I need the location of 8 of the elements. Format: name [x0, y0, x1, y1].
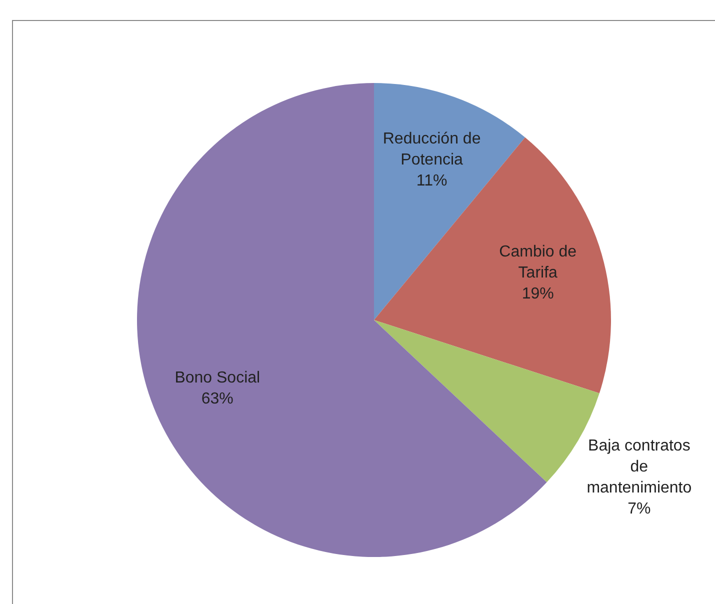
slice-label: Baja contratos de mantenimiento	[586, 436, 692, 496]
slice-label: Bono Social	[174, 368, 260, 386]
data-label: 63%	[201, 390, 234, 407]
slice-label: Cambio de Tarifa	[499, 242, 577, 281]
slice-label: Reducción de Potencia	[382, 130, 481, 168]
data-label: 19%	[522, 284, 554, 302]
data-label: 7%	[628, 500, 651, 517]
data-label: 11%	[416, 172, 448, 189]
